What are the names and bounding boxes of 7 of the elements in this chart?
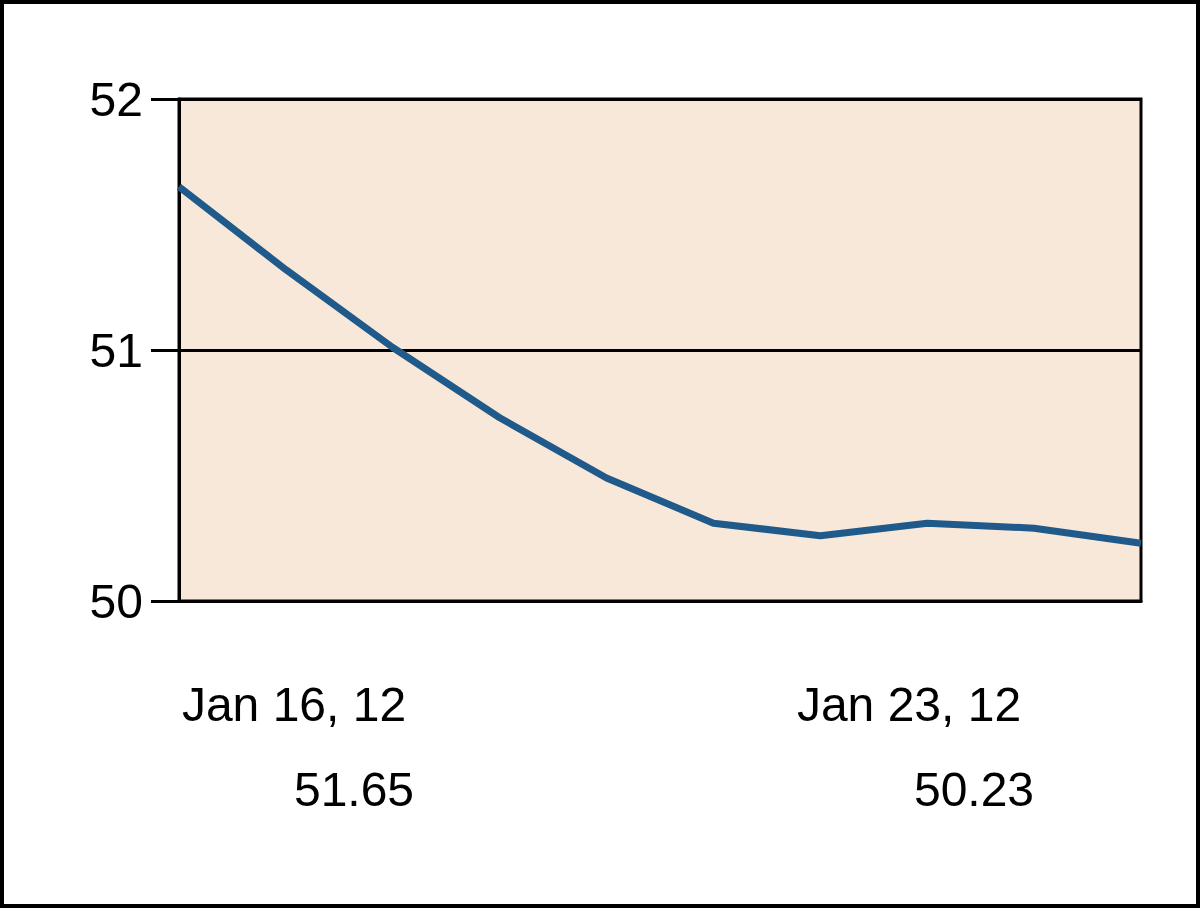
text: Jan 23, 12	[796, 677, 1022, 731]
text: 50.23	[913, 762, 1035, 816]
text: 51.65	[293, 762, 415, 816]
y-tick-label: 51	[89, 323, 143, 377]
y-tick-label: 52	[89, 72, 143, 126]
y-tick-label: 50	[89, 574, 143, 628]
text: Jan 16, 12	[181, 677, 407, 731]
